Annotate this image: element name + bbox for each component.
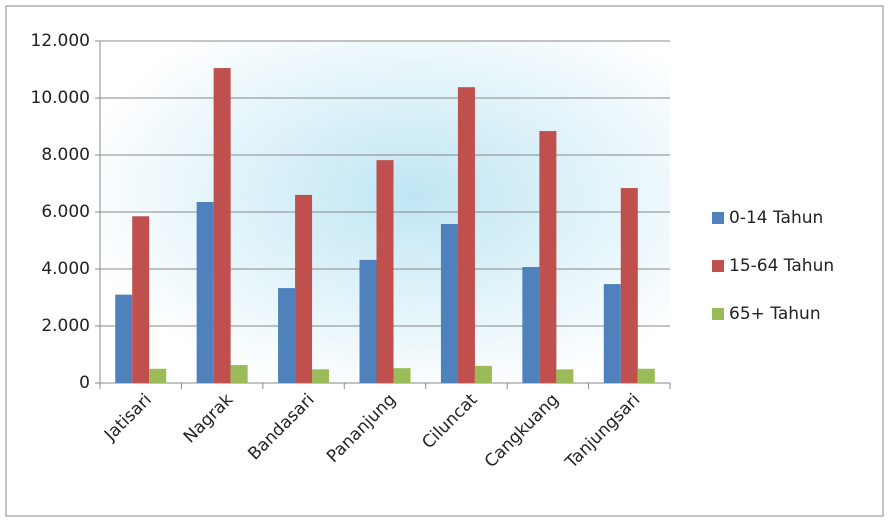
bar bbox=[278, 288, 296, 383]
legend-label: 15-64 Tahun bbox=[729, 256, 834, 276]
bar bbox=[620, 188, 638, 383]
legend-swatch bbox=[712, 212, 724, 224]
bar bbox=[522, 267, 540, 383]
bar bbox=[376, 160, 394, 383]
legend-swatch bbox=[712, 260, 724, 272]
bar bbox=[196, 202, 214, 383]
bar bbox=[393, 368, 411, 383]
y-tick-label: 10.000 bbox=[31, 88, 90, 108]
y-tick-label: 12.000 bbox=[31, 31, 90, 51]
bar bbox=[603, 284, 621, 383]
bar bbox=[312, 369, 330, 383]
bar bbox=[637, 368, 655, 383]
bar bbox=[556, 369, 574, 383]
y-tick-label: 2.000 bbox=[41, 316, 90, 336]
y-tick-label: 4.000 bbox=[41, 259, 90, 279]
legend-label: 65+ Tahun bbox=[729, 304, 821, 324]
y-tick-label: 0 bbox=[79, 373, 90, 393]
bar bbox=[539, 131, 557, 383]
bar bbox=[457, 87, 475, 384]
bar bbox=[115, 294, 133, 383]
y-tick-label: 6.000 bbox=[41, 202, 90, 222]
bar bbox=[295, 194, 313, 383]
bar bbox=[359, 259, 377, 383]
bar bbox=[132, 216, 150, 383]
bar bbox=[213, 68, 231, 383]
legend-label: 0-14 Tahun bbox=[729, 208, 823, 228]
bar bbox=[230, 365, 248, 383]
bar bbox=[440, 223, 458, 383]
y-tick-label: 8.000 bbox=[41, 145, 90, 165]
bar bbox=[474, 365, 492, 383]
bar bbox=[149, 368, 167, 383]
legend-swatch bbox=[712, 308, 724, 320]
